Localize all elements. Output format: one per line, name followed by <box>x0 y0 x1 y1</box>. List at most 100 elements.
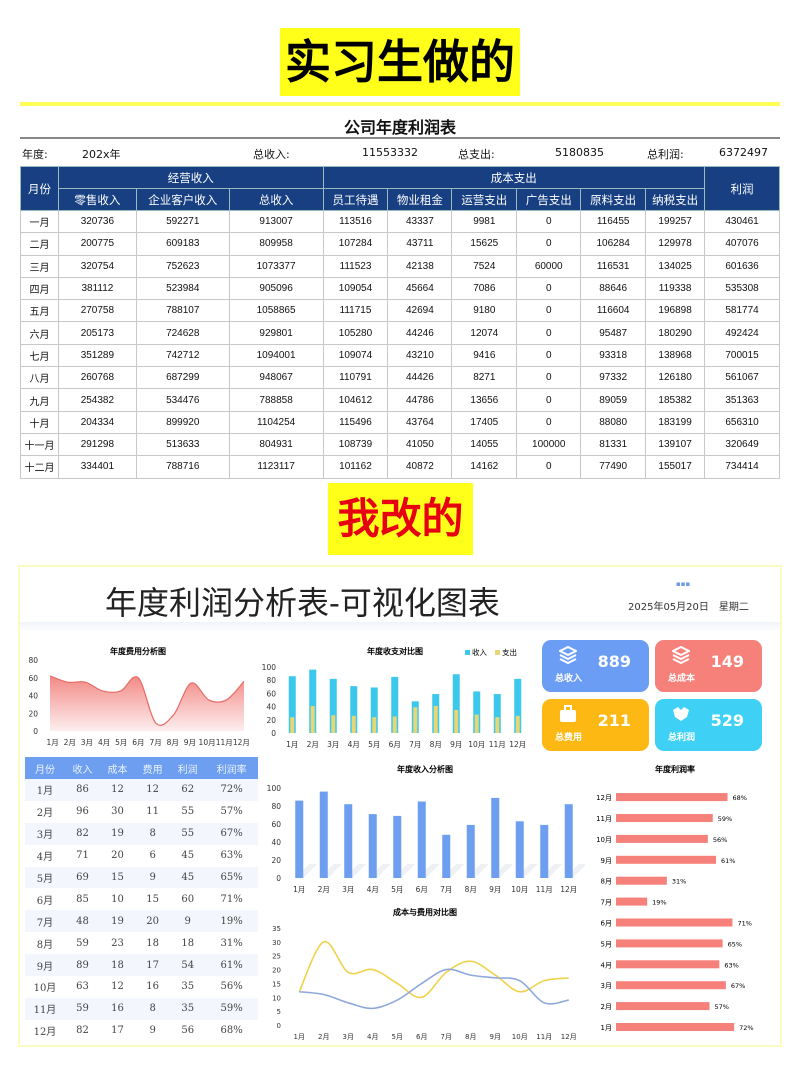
y-tick-label: 30 <box>272 939 281 947</box>
table-row: 七月 351289 742712 1094001 109074 43210 9416 0 933… <box>20 343 780 368</box>
area-line <box>49 675 245 726</box>
x-tick-label: 2月 <box>318 1033 329 1041</box>
table-row: 6月 85 10 15 60 71% <box>25 888 258 910</box>
bar <box>393 815 402 878</box>
cell: 82 <box>76 1025 89 1037</box>
x-tick-label: 3月 <box>327 740 339 749</box>
income-label: 总收入: <box>253 148 290 161</box>
cell: 334401 <box>57 455 137 479</box>
table-row: 五月 270758 788107 1058865 111715 42694 9180 0 116… <box>20 299 780 323</box>
legend-label: 支出 <box>502 647 517 657</box>
cell: 788716 <box>135 455 230 479</box>
y-tick-label: 9月 <box>601 857 612 865</box>
x-tick-label: 5月 <box>115 738 127 747</box>
header-cost: 成本支出 <box>322 166 706 189</box>
column-header: 运营支出 <box>451 188 518 211</box>
y-tick-label: 60 <box>271 820 281 829</box>
data-label: 31% <box>672 878 686 886</box>
cell: 929801 <box>228 321 324 345</box>
data-label: 72% <box>739 1024 753 1032</box>
table-row: 六月 205173 724628 929801 105280 44246 12074 0 954… <box>20 321 780 345</box>
cell: 89059 <box>580 388 647 412</box>
x-tick-label: 2月 <box>64 738 76 747</box>
divider <box>20 137 780 139</box>
series-line <box>298 941 569 999</box>
cell: 8271 <box>451 366 518 390</box>
cell: 65% <box>205 866 258 889</box>
cell: 十月 <box>20 410 59 434</box>
cell: 804931 <box>228 432 324 457</box>
bar <box>372 717 377 733</box>
cell: 12 <box>100 779 136 801</box>
kpi-value: 211 <box>597 711 631 730</box>
cell: 108739 <box>322 432 389 457</box>
series-line <box>299 968 569 1010</box>
cell: 110791 <box>322 366 389 390</box>
kpi-value: 529 <box>710 711 744 730</box>
kpi-card: 529 总利润 <box>655 699 762 751</box>
cell: 56 <box>181 1025 195 1037</box>
bar <box>370 687 378 733</box>
bar <box>350 686 358 733</box>
legend-swatch <box>495 650 500 655</box>
cell: 63% <box>220 850 243 862</box>
cell: 116604 <box>580 299 647 323</box>
cell: 905096 <box>228 276 324 301</box>
x-tick-label: 8月 <box>465 885 477 894</box>
cell: 17 <box>135 954 171 977</box>
cell: 九月 <box>20 388 59 412</box>
cell: 9 <box>170 910 206 933</box>
table-row: 九月 254382 534476 788858 104612 44786 13656 0 890… <box>20 388 780 412</box>
x-tick-label: 12月 <box>561 1033 577 1041</box>
header-operating: 经营收入 <box>57 166 324 189</box>
y-tick-label: 11月 <box>596 815 612 823</box>
cell: 18 <box>181 937 195 949</box>
cell: 513633 <box>135 432 230 457</box>
cell: 109074 <box>322 343 389 368</box>
cell: 71 <box>76 850 89 862</box>
cell: 44246 <box>387 321 453 345</box>
y-tick-label: 25 <box>272 953 281 961</box>
cell: 3月 <box>25 822 65 845</box>
cell: 260768 <box>57 366 137 390</box>
cell: 四月 <box>20 276 59 301</box>
bar <box>290 717 295 733</box>
x-tick-label: 7月 <box>149 738 161 747</box>
header-band <box>20 622 780 632</box>
cell: 1094001 <box>228 343 324 368</box>
cell: 8 <box>135 997 171 1020</box>
cell: 82 <box>64 822 100 845</box>
profit-value: 6372497 <box>719 146 768 159</box>
cell: 0 <box>516 276 582 301</box>
column-header: 原料支出 <box>580 188 647 211</box>
cell: 0 <box>516 299 582 323</box>
column-header: 总收入 <box>228 188 324 211</box>
cell: 96 <box>76 806 89 818</box>
kpi-card: 149 总成本 <box>655 640 762 692</box>
chart-title: 年度收入分析图 <box>397 764 453 774</box>
column-header: 费用 <box>135 757 171 779</box>
cell: 199257 <box>645 209 706 234</box>
cell: 17405 <box>451 410 518 434</box>
bar <box>452 674 460 733</box>
cell: 0 <box>516 232 582 256</box>
handshake-icon <box>673 707 689 721</box>
bar <box>310 705 315 733</box>
x-tick-label: 7月 <box>440 885 452 894</box>
cell: 204334 <box>57 410 137 434</box>
bar <box>417 801 426 878</box>
cell: 752623 <box>135 254 230 278</box>
briefcase-icon <box>560 705 576 722</box>
x-tick-label: 10月 <box>511 885 528 894</box>
x-tick-label: 1月 <box>286 740 298 749</box>
cell: 43337 <box>387 209 453 234</box>
cell: 35 <box>170 997 206 1020</box>
cell: 9 <box>149 1025 156 1037</box>
x-tick-label: 6月 <box>132 738 144 747</box>
cell: 68% <box>220 1025 243 1037</box>
table-row: 3月 82 19 8 55 67% <box>25 822 258 845</box>
profit-label: 总利润: <box>647 148 684 161</box>
cell: 113516 <box>322 209 389 234</box>
cell: 138968 <box>645 343 706 368</box>
x-tick-label: 11月 <box>536 1033 552 1041</box>
